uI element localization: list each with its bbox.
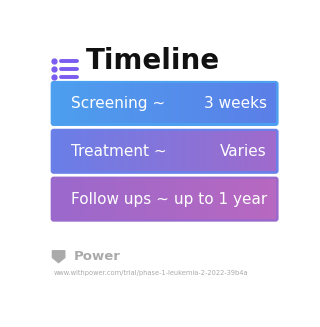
Text: Screening ~: Screening ~ <box>71 96 165 111</box>
Polygon shape <box>52 251 65 263</box>
FancyBboxPatch shape <box>51 81 279 126</box>
Text: up to 1 year: up to 1 year <box>174 192 267 207</box>
Text: Varies: Varies <box>220 144 267 159</box>
FancyBboxPatch shape <box>51 177 279 222</box>
Text: Treatment ~: Treatment ~ <box>71 144 167 159</box>
Text: www.withpower.com/trial/phase-1-leukemia-2-2022-39b4a: www.withpower.com/trial/phase-1-leukemia… <box>54 270 248 276</box>
Text: Timeline: Timeline <box>86 47 220 76</box>
Text: 3 weeks: 3 weeks <box>204 96 267 111</box>
Text: Power: Power <box>74 250 120 263</box>
Text: Follow ups ~: Follow ups ~ <box>71 192 169 207</box>
FancyBboxPatch shape <box>51 129 279 174</box>
